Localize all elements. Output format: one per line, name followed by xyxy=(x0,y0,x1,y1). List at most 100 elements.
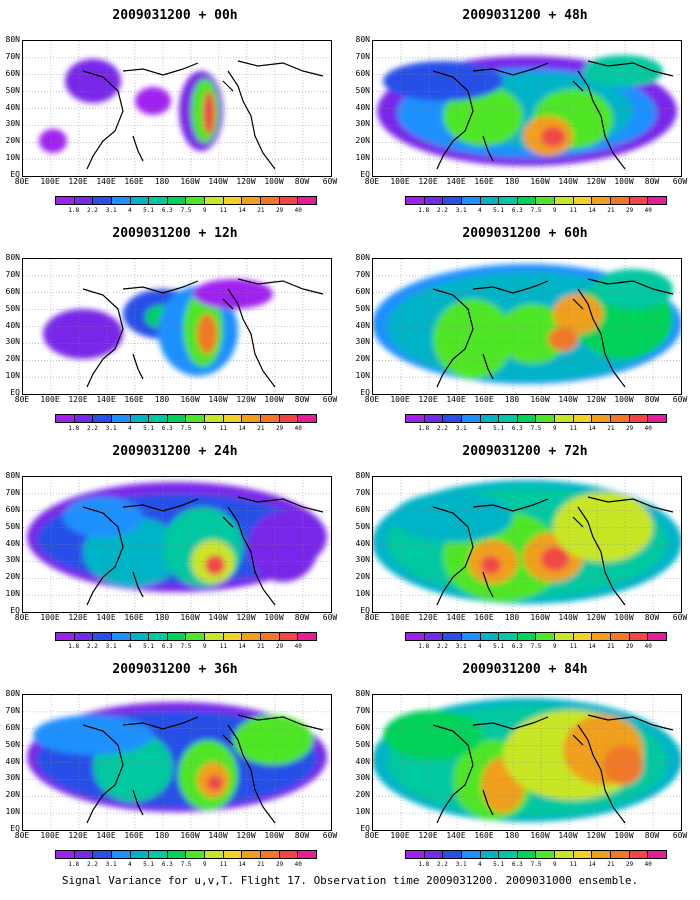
colorbar-swatch xyxy=(279,197,299,204)
longitude-tick-label: 80E xyxy=(364,177,380,186)
longitude-tick-label: 60W xyxy=(672,613,688,622)
longitude-tick-label: 80W xyxy=(644,613,660,622)
variance-map xyxy=(372,40,682,177)
map-canvas xyxy=(373,259,681,394)
longitude-tick-label: 80W xyxy=(294,831,310,840)
colorbar-label: 29 xyxy=(275,207,284,214)
colorbar-swatch xyxy=(573,851,593,858)
colorbar-swatch xyxy=(186,415,206,422)
latitude-tick-label: 70N xyxy=(5,705,20,715)
longitude-tick-label: 140E xyxy=(96,395,116,404)
colorbar-swatch xyxy=(261,415,280,422)
colorbar-swatch xyxy=(461,851,481,858)
colorbar-swatch xyxy=(499,851,518,858)
colorbar-swatch xyxy=(130,851,150,858)
latitude-tick-label: 30N xyxy=(355,337,370,347)
coastline xyxy=(432,714,674,824)
colorbar-swatch xyxy=(279,633,299,640)
colorbar-swatch xyxy=(443,415,462,422)
colorbar-label: 14 xyxy=(238,207,246,214)
colorbar-swatch xyxy=(130,197,150,204)
latitude-tick-label: 70N xyxy=(355,487,370,497)
colorbar-label: 6.3 xyxy=(161,861,173,868)
colorbar-swatch xyxy=(573,197,593,204)
colorbar-swatch xyxy=(298,197,316,204)
colorbar-label: 5.1 xyxy=(493,861,504,868)
longitude-tick-label: 120E xyxy=(68,395,88,404)
coastline xyxy=(432,496,674,606)
colorbar-swatch xyxy=(443,633,462,640)
latitude-tick-label: 30N xyxy=(5,119,20,129)
latitude-tick-label: 40N xyxy=(355,756,370,766)
colorbar-label: 1.8 xyxy=(68,643,80,650)
latitude-tick-label: 80N xyxy=(5,253,20,262)
longitude-tick-label: 140E xyxy=(96,177,116,186)
colorbar-label: 6.3 xyxy=(511,425,523,432)
colorbar-label: 7.5 xyxy=(180,861,192,868)
longitude-tick-label: 100W xyxy=(264,395,284,404)
colorbar-label: 2.2 xyxy=(87,207,98,214)
latitude-tick-label: 30N xyxy=(355,555,370,565)
colorbar-label: 4 xyxy=(128,643,132,650)
variance-contour xyxy=(135,87,171,115)
longitude-tick-label: 100E xyxy=(390,395,410,404)
colorbar-label: 40 xyxy=(294,425,302,432)
latitude-tick-label: 60N xyxy=(5,68,20,78)
latitude-tick-label: 80N xyxy=(355,35,370,44)
latitude-tick-label: 10N xyxy=(355,807,370,817)
longitude-tick-label: 180 xyxy=(154,395,170,404)
longitude-tick-label: 80W xyxy=(644,177,660,186)
latitude-tick-label: 50N xyxy=(355,739,370,749)
longitude-tick-label: 140W xyxy=(208,177,228,186)
colorbar-label: 14 xyxy=(238,643,246,650)
colorbar-label: 40 xyxy=(644,425,652,432)
longitude-tick-label: 160E xyxy=(474,177,494,186)
latitude-tick-label: 10N xyxy=(355,153,370,163)
colorbar-label: 11 xyxy=(219,861,228,868)
colorbar-swatch xyxy=(573,633,593,640)
colorbar-label: 6.3 xyxy=(511,643,523,650)
colorbar-label: 1.8 xyxy=(418,207,430,214)
colorbar-label: 6.3 xyxy=(161,207,173,214)
colorbar-label: 1.8 xyxy=(418,643,430,650)
longitude-tick-label: 100E xyxy=(40,177,60,186)
colorbar-label: 1.8 xyxy=(68,207,80,214)
colorbar xyxy=(405,196,667,205)
map-canvas xyxy=(23,695,331,830)
colorbar-swatch xyxy=(261,851,280,858)
colorbar-swatch xyxy=(298,633,316,640)
colorbar-label: 7.5 xyxy=(180,207,192,214)
variance-contour xyxy=(548,327,578,351)
colorbar-swatch xyxy=(186,633,206,640)
longitude-tick-label: 180 xyxy=(154,613,170,622)
colorbar-swatch xyxy=(242,851,262,858)
colorbar-label: 3.1 xyxy=(455,643,467,650)
colorbar-swatch xyxy=(223,633,243,640)
colorbar-swatch xyxy=(573,415,593,422)
latitude-tick-label: 10N xyxy=(355,589,370,599)
colorbar-label: 21 xyxy=(257,861,265,868)
colorbar-swatch xyxy=(648,197,666,204)
latitude-tick-label: 40N xyxy=(355,320,370,330)
map-canvas xyxy=(23,477,331,612)
variance-contour xyxy=(541,547,569,571)
longitude-tick-label: 100W xyxy=(614,613,634,622)
colorbar-label: 29 xyxy=(625,861,634,868)
longitude-tick-label: 140W xyxy=(558,831,578,840)
longitude-tick-label: 160E xyxy=(124,831,144,840)
map-canvas xyxy=(373,41,681,176)
longitude-tick-label: 60W xyxy=(672,831,688,840)
colorbar xyxy=(55,632,317,641)
latitude-tick-label: 60N xyxy=(355,68,370,78)
variance-map xyxy=(22,694,332,831)
colorbar-label: 9 xyxy=(202,861,207,868)
latitude-tick-label: 70N xyxy=(5,51,20,61)
colorbar xyxy=(405,850,667,859)
latitude-tick-label: 30N xyxy=(5,773,20,783)
colorbar-swatch xyxy=(223,851,243,858)
colorbar-swatch xyxy=(629,197,649,204)
latitude-tick-label: 50N xyxy=(5,739,20,749)
colorbar-swatch xyxy=(149,197,168,204)
coastline xyxy=(82,278,324,388)
colorbar-swatch xyxy=(406,851,425,858)
